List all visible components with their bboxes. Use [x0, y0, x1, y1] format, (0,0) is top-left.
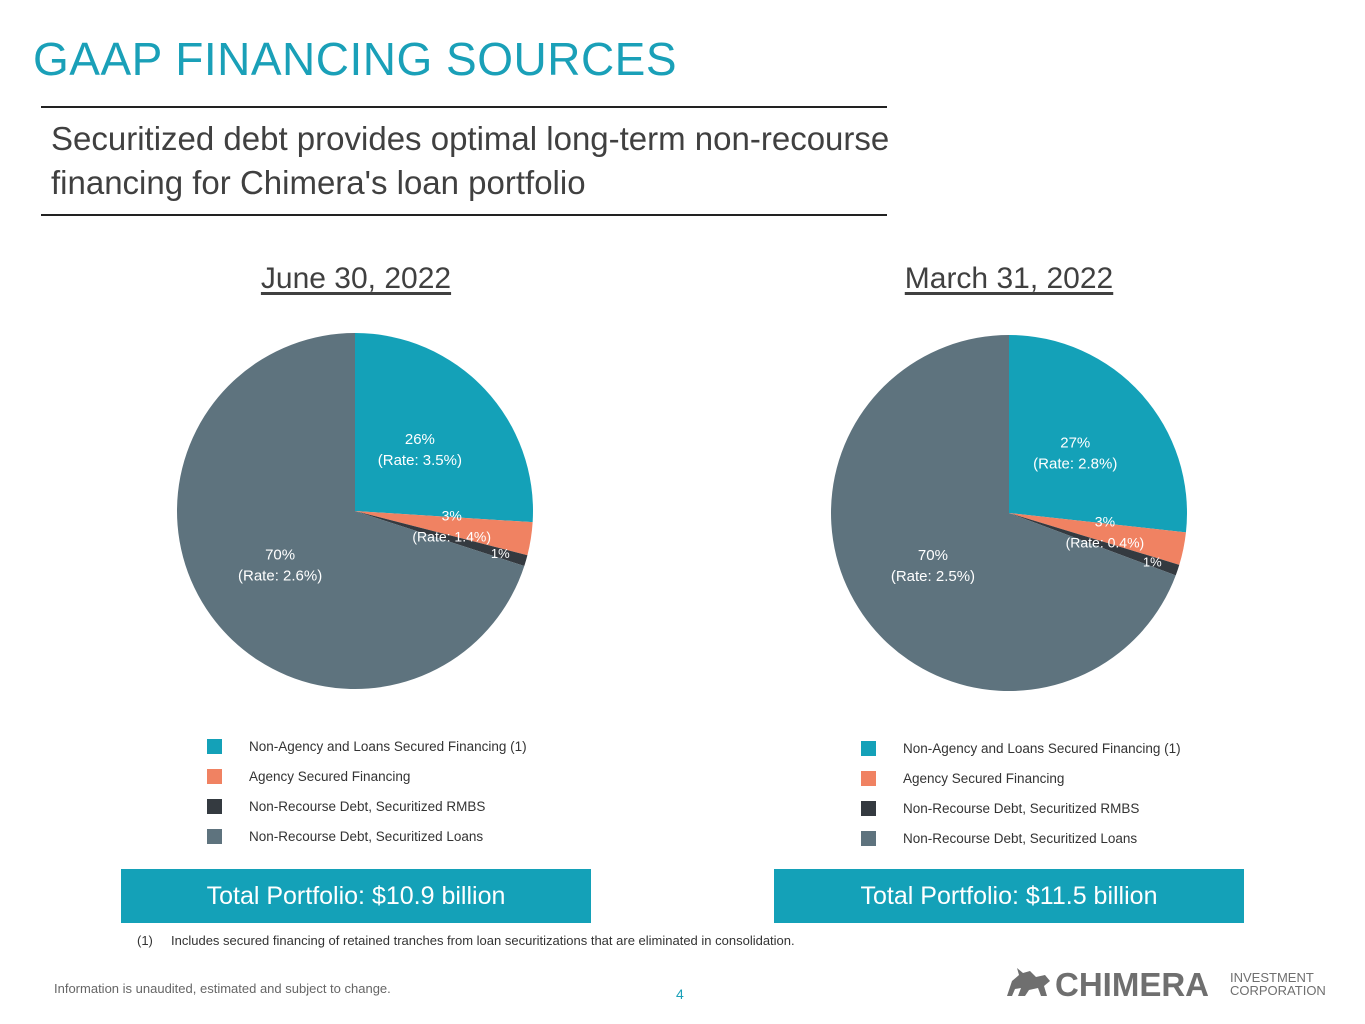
legend-label: Non-Recourse Debt, Securitized Loans: [903, 830, 1138, 846]
total-portfolio-march: Total Portfolio: $11.5 billion: [774, 869, 1244, 923]
footnote: (1) Includes secured financing of retaine…: [137, 933, 795, 948]
rate-label-agency: (Rate: 1.4%): [412, 528, 491, 544]
subtitle-line-1: Securitized debt provides optimal long-t…: [51, 120, 890, 157]
legend-june: Non-Agency and Loans Secured Financing (…: [207, 731, 527, 851]
bottom-divider: [41, 214, 887, 216]
legend-item-rmbs: Non-Recourse Debt, Securitized RMBS: [207, 791, 527, 821]
pie-slice-loans: [177, 333, 525, 689]
legend-label: Non-Recourse Debt, Securitized Loans: [249, 828, 484, 844]
legend-swatch-non-agency: [207, 738, 222, 754]
total-portfolio-june: Total Portfolio: $10.9 billion: [121, 869, 591, 923]
data-label-loans: 70%: [265, 546, 295, 563]
pie-chart-march: 27% (Rate: 2.8%) 3% (Rate: 0.4%) 1% 70% (Rate:…: [830, 335, 1187, 691]
legend-label: Agency Secured Financing: [249, 768, 411, 784]
data-label-agency: 3%: [442, 507, 462, 523]
pie-slice-agency: [355, 511, 533, 556]
legend-item-loans: Non-Recourse Debt, Securitized Loans: [207, 821, 527, 851]
data-label-agency: 3%: [1095, 514, 1115, 530]
legend-item-agency: Agency Secured Financing: [207, 761, 527, 791]
logo-tagline-1: INVESTMENT: [1230, 970, 1314, 985]
legend-label: Non-Recourse Debt, Securitized RMBS: [903, 800, 1140, 816]
legend-swatch-agency: [861, 770, 876, 786]
chart-title-march: March 31, 2022: [904, 262, 1114, 295]
pie-slice-agency: [1009, 513, 1186, 565]
subtitle-line-2: financing for Chimera's loan portfolio: [51, 164, 586, 201]
legend-item-agency: Agency Secured Financing: [861, 763, 1181, 793]
page-number: 4: [676, 986, 684, 1002]
chart-title-june: June 30, 2022: [260, 262, 452, 295]
data-label-non-agency: 27%: [1060, 435, 1090, 452]
footnote-text: Includes secured financing of retained t…: [171, 933, 795, 948]
pie-slice-rmbs: [1009, 513, 1180, 576]
rate-label-non-agency: (Rate: 2.8%): [1033, 456, 1117, 473]
legend-item-non-agency: Non-Agency and Loans Secured Financing (…: [207, 731, 527, 761]
legend-march: Non-Agency and Loans Secured Financing (…: [861, 733, 1181, 853]
legend-label: Non-Agency and Loans Secured Financing (…: [903, 740, 1181, 756]
legend-swatch-agency: [207, 768, 222, 784]
page-subtitle: Securitized debt provides optimal long-t…: [51, 117, 951, 205]
legend-item-rmbs: Non-Recourse Debt, Securitized RMBS: [861, 793, 1181, 823]
disclaimer: Information is unaudited, estimated and …: [54, 981, 391, 996]
data-label-rmbs: 1%: [491, 546, 510, 561]
data-label-non-agency: 26%: [405, 431, 435, 448]
logo-tagline-2: CORPORATION: [1230, 983, 1326, 998]
legend-item-non-agency: Non-Agency and Loans Secured Financing (…: [861, 733, 1181, 763]
chimera-creature-icon: [1007, 968, 1050, 996]
legend-swatch-rmbs: [861, 800, 876, 816]
legend-swatch-rmbs: [207, 798, 222, 814]
pie-chart-june: 26% (Rate: 3.5%) 3% (Rate: 1.4%)1% 70% (Rate:…: [177, 333, 533, 689]
data-label-loans: 70%: [918, 547, 948, 564]
top-divider: [41, 106, 887, 108]
rate-label-non-agency: (Rate: 3.5%): [378, 452, 462, 469]
legend-label: Agency Secured Financing: [903, 770, 1065, 786]
pie-slice-loans: [830, 335, 1176, 691]
legend-item-loans: Non-Recourse Debt, Securitized Loans: [861, 823, 1181, 853]
pie-slice-non-agency: [355, 333, 533, 523]
pie-slice-rmbs: [355, 511, 528, 567]
logo-wordmark: CHIMERA: [1055, 966, 1209, 1002]
rate-label-loans: (Rate: 2.6%): [238, 567, 322, 584]
data-label-rmbs: 1%: [1143, 555, 1162, 570]
legend-swatch-non-agency: [861, 740, 876, 756]
pie-slice-non-agency: [1009, 335, 1187, 533]
legend-swatch-loans: [861, 830, 876, 846]
page-title: GAAP FINANCING SOURCES: [33, 33, 678, 85]
company-logo: CHIMERA INVESTMENT CORPORATION: [1007, 966, 1326, 1002]
legend-label: Non-Recourse Debt, Securitized RMBS: [249, 798, 486, 814]
footnote-marker: (1): [137, 933, 153, 948]
rate-label-loans: (Rate: 2.5%): [891, 568, 975, 585]
rate-label-agency: (Rate: 0.4%): [1066, 535, 1145, 551]
legend-swatch-loans: [207, 828, 222, 844]
legend-label: Non-Agency and Loans Secured Financing (…: [249, 738, 527, 754]
